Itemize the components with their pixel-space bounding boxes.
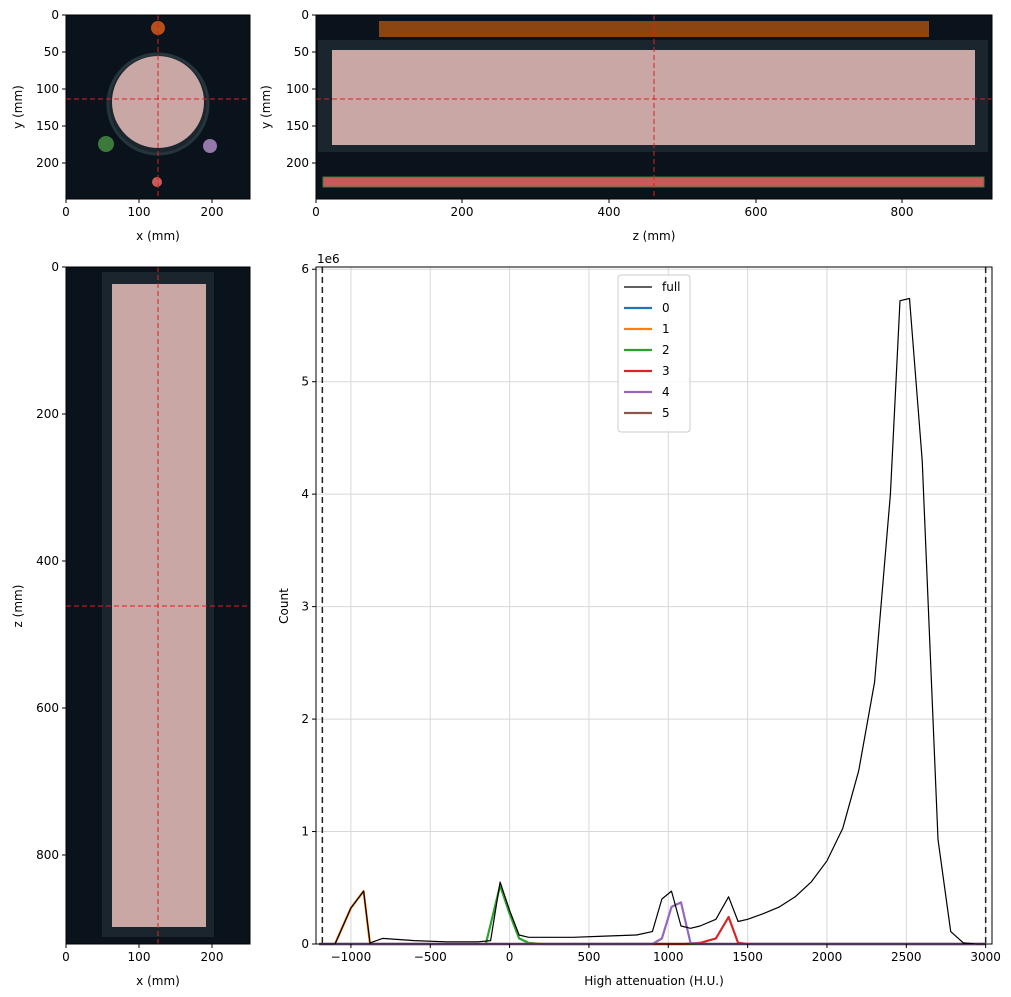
x-tick-label: 0 [506,950,514,964]
legend-label: 4 [662,385,670,399]
zy-y-tick-label: 200 [286,156,309,170]
zy-y-tick-label: 0 [301,8,309,22]
histogram-panel: −1000 −500 0 500 1000 1500 2000 2500 3000 0 1 2 3 4 5… [277,252,1001,988]
xz-y-tick-label: 0 [51,260,59,274]
xz-y-tick-label: 400 [36,554,59,568]
xz-x-ticks: 0 100 200 [62,944,223,964]
y-tick-label: 4 [301,487,309,501]
xz-x-tick-label: 100 [128,950,151,964]
y-tick-label: 2 [301,712,309,726]
y-ticks: 0 1 2 3 4 5 6 [301,262,316,951]
legend-label: 3 [662,364,670,378]
legend-label: 1 [662,322,670,336]
legend: full 0 1 2 3 4 5 [617,274,691,433]
y-tick-label: 1 [301,825,309,839]
x-ticks: −1000 −500 0 500 1000 1500 2000 2500 3000 [331,944,1001,964]
zy-x-tick-label: 200 [451,205,474,219]
xz-x-axis-label: x (mm) [136,974,180,988]
zy-slice-panel: 0 200 400 600 800 0 50 100 150 200 z (mm… [259,8,993,243]
series-line-full [319,297,986,945]
xy-y-tick-label: 50 [44,45,59,59]
zy-marker-bar-top [379,21,929,37]
y-tick-label: 5 [301,375,309,389]
y-tick-label: 0 [301,937,309,951]
xy-y-tick-label: 0 [51,8,59,22]
zy-y-tick-label: 150 [286,119,309,133]
xy-x-ticks: 0 100 200 [62,199,223,219]
zy-x-tick-label: 0 [312,205,320,219]
xy-y-tick-label: 200 [36,156,59,170]
y-tick-label: 6 [301,262,309,276]
xy-x-axis-label: x (mm) [136,229,180,243]
xz-y-axis-label: z (mm) [11,585,25,628]
zy-x-tick-label: 600 [745,205,768,219]
legend-label: 2 [662,343,670,357]
y-tick-label: 3 [301,600,309,614]
x-tick-label: 2000 [812,950,843,964]
xz-y-tick-label: 200 [36,407,59,421]
xz-y-tick-label: 600 [36,701,59,715]
x-tick-label: 1000 [653,950,684,964]
xz-slice-panel: 0 100 200 0 200 400 600 800 x (mm) z (mm… [11,260,251,988]
xz-y-tick-label: 800 [36,848,59,862]
x-axis-label: High attenuation (H.U.) [584,974,724,988]
xy-y-ticks: 0 50 100 150 200 [36,8,66,170]
zy-y-axis-label: y (mm) [259,85,273,129]
x-tick-label: 3000 [970,950,1001,964]
legend-label: full [662,280,681,294]
zy-y-tick-label: 50 [294,45,309,59]
x-tick-label: −500 [414,950,447,964]
legend-label: 5 [662,406,670,420]
zy-x-axis-label: z (mm) [633,229,676,243]
xy-marker-bottom [152,177,162,187]
xz-x-tick-label: 0 [62,950,70,964]
xy-x-tick-label: 200 [201,205,224,219]
xy-marker-left [98,136,114,152]
threshold-lines [321,267,987,944]
y-offset-label: 1e6 [317,252,340,266]
zy-x-ticks: 0 200 400 600 800 [312,199,913,219]
xy-core-section [112,56,204,148]
xy-slice-panel: 0 100 200 0 50 100 150 200 x (mm) y (mm) [11,8,251,243]
legend-label: 0 [662,301,670,315]
x-tick-label: −1000 [331,950,372,964]
xy-x-tick-label: 100 [128,205,151,219]
xz-y-ticks: 0 200 400 600 800 [36,260,66,862]
xy-y-tick-label: 100 [36,82,59,96]
zy-y-tick-label: 100 [286,82,309,96]
zy-y-ticks: 0 50 100 150 200 [286,8,316,170]
xy-marker-right [203,139,217,153]
grid [316,267,992,945]
xy-x-tick-label: 0 [62,205,70,219]
xz-x-tick-label: 200 [201,950,224,964]
x-tick-label: 500 [577,950,600,964]
zy-x-tick-label: 800 [891,205,914,219]
x-tick-label: 2500 [891,950,922,964]
y-axis-label: Count [277,588,291,624]
x-tick-label: 1500 [732,950,763,964]
legend-frame [617,274,691,433]
xy-y-axis-label: y (mm) [11,85,25,129]
xy-y-tick-label: 150 [36,119,59,133]
zy-x-tick-label: 400 [598,205,621,219]
